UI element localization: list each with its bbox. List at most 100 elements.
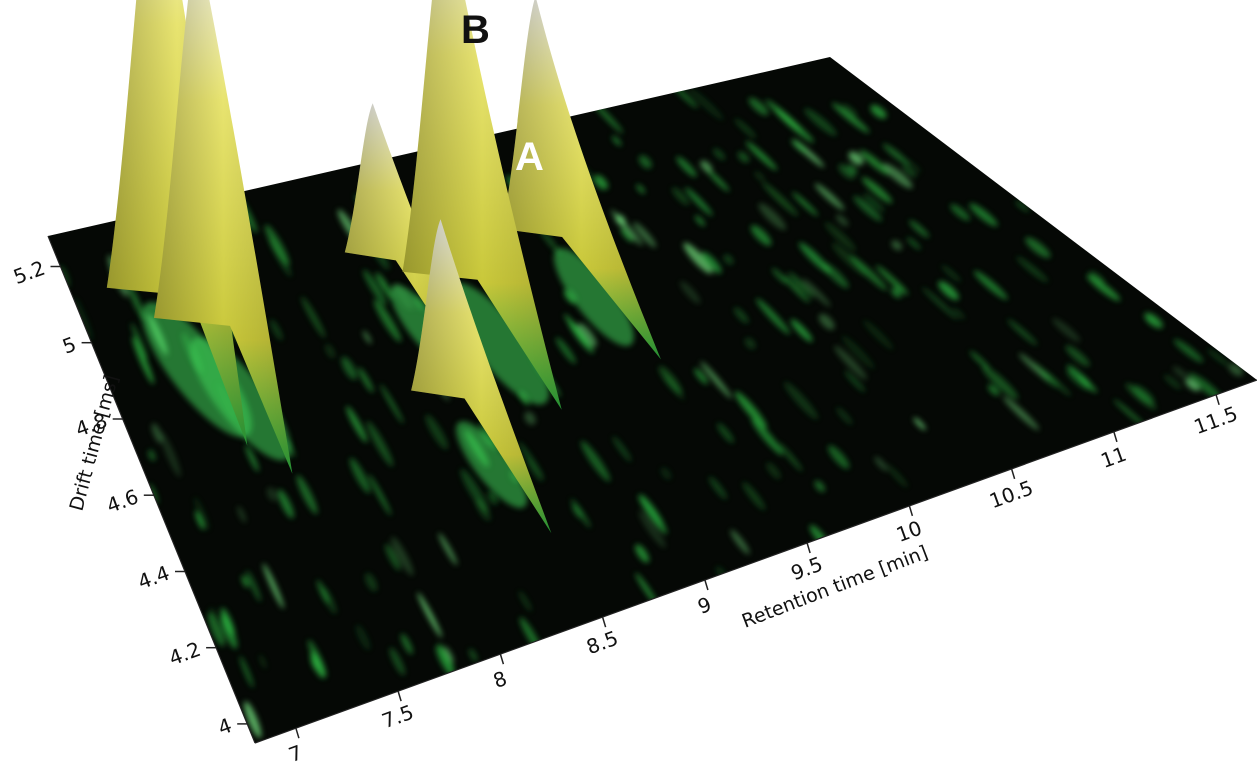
noise-streak (568, 320, 594, 354)
noise-streak (723, 254, 734, 265)
noise-streak (270, 319, 283, 341)
noise-streak (73, 297, 93, 341)
noise-streak (754, 171, 765, 182)
x-tick (601, 616, 607, 628)
noise-streak (791, 138, 807, 154)
x-tick (499, 653, 505, 665)
noise-streak (969, 350, 990, 370)
noise-streak (745, 141, 778, 171)
noise-streak (902, 165, 917, 178)
noise-streak (316, 580, 330, 605)
noise-streak (526, 458, 543, 483)
noise-streak (688, 87, 724, 121)
noise-streak (748, 97, 769, 116)
noise-streak (660, 467, 672, 480)
x-tick-label: 8 (490, 666, 510, 693)
noise-streak (685, 187, 713, 216)
noise-streak (1125, 383, 1157, 410)
noise-streak (706, 169, 730, 192)
noise-streak (804, 108, 837, 136)
noise-streak (824, 222, 857, 252)
noise-streak (886, 464, 908, 488)
noise-streak (758, 203, 787, 231)
peak-shade (402, 0, 562, 410)
noise-streak (1172, 366, 1189, 380)
noise-streak (828, 445, 850, 469)
noise-streak (847, 164, 858, 175)
noise-streak (870, 104, 887, 119)
noise-streak (245, 444, 259, 472)
noise-streak (982, 365, 1019, 400)
noise-streak (195, 510, 205, 530)
noise-streak (246, 570, 261, 602)
y-tick-label: 4 (215, 713, 235, 740)
noise-streak (891, 240, 902, 251)
noise-streak (694, 368, 709, 385)
noise-streak (832, 102, 870, 134)
noise-streak (913, 417, 926, 431)
noise-streak (373, 299, 402, 342)
x-tick-label: 10.5 (986, 475, 1036, 513)
noise-streak (882, 143, 910, 166)
peak-shade (411, 219, 552, 534)
noise-streak (239, 655, 254, 688)
noise-streak (783, 275, 810, 303)
noise-streak (160, 431, 181, 478)
noise-streak (938, 281, 959, 301)
x-tick (1010, 468, 1016, 480)
noise-streak (620, 227, 634, 243)
x-tick (908, 505, 914, 517)
noise-streak (363, 269, 387, 306)
noise-streak (874, 456, 888, 472)
noise-streak (400, 633, 413, 655)
noise-streak (349, 457, 371, 494)
noise-streak (296, 475, 318, 515)
noise-streak (244, 701, 262, 739)
noise-streak (151, 423, 163, 444)
noise-streak (358, 367, 374, 393)
noise-streak (636, 184, 646, 194)
noise-streak (555, 337, 576, 364)
noise-streak (444, 646, 454, 663)
noise-streak (658, 366, 683, 395)
noise-streak (264, 224, 290, 266)
noise-streak (784, 381, 819, 420)
noise-streak (941, 264, 961, 283)
noise-streak (1015, 200, 1030, 212)
noise-streak (802, 278, 831, 307)
noise-streak (594, 174, 609, 190)
noise-streak (891, 287, 902, 298)
noise-streak (277, 489, 294, 519)
noise-streak (638, 155, 652, 169)
noise-streak (207, 612, 225, 647)
noise-streak (580, 440, 611, 482)
noise-streak (969, 203, 998, 227)
x-tick-label: 7 (285, 740, 305, 766)
noise-streak (676, 156, 697, 178)
noise-streak (790, 319, 813, 342)
noise-streak (132, 336, 154, 385)
noise-streak (744, 337, 756, 350)
noise-streak (987, 384, 1000, 396)
noise-streak (375, 272, 394, 300)
y-tick-label: 4.6 (103, 484, 141, 517)
noise-streak (460, 468, 489, 513)
noise-streak (355, 624, 371, 651)
noise-streak (679, 281, 701, 304)
noise-streak (301, 296, 326, 338)
noise-streak (266, 487, 278, 502)
noise-streak (1113, 399, 1146, 427)
peak-shade (154, 0, 293, 474)
peak-label-b: B (461, 8, 490, 52)
noise-streak (973, 270, 1008, 300)
x-tick (1215, 394, 1220, 406)
noise-streak (700, 160, 713, 173)
noise-streak (737, 151, 750, 163)
noise-streak (368, 474, 392, 516)
noise-streak (1086, 274, 1121, 301)
noise-streak (391, 536, 414, 576)
peak-base-glow (553, 248, 634, 346)
noise-streak (905, 160, 922, 173)
noise-streak (1003, 396, 1040, 431)
noise-streak (570, 498, 591, 528)
